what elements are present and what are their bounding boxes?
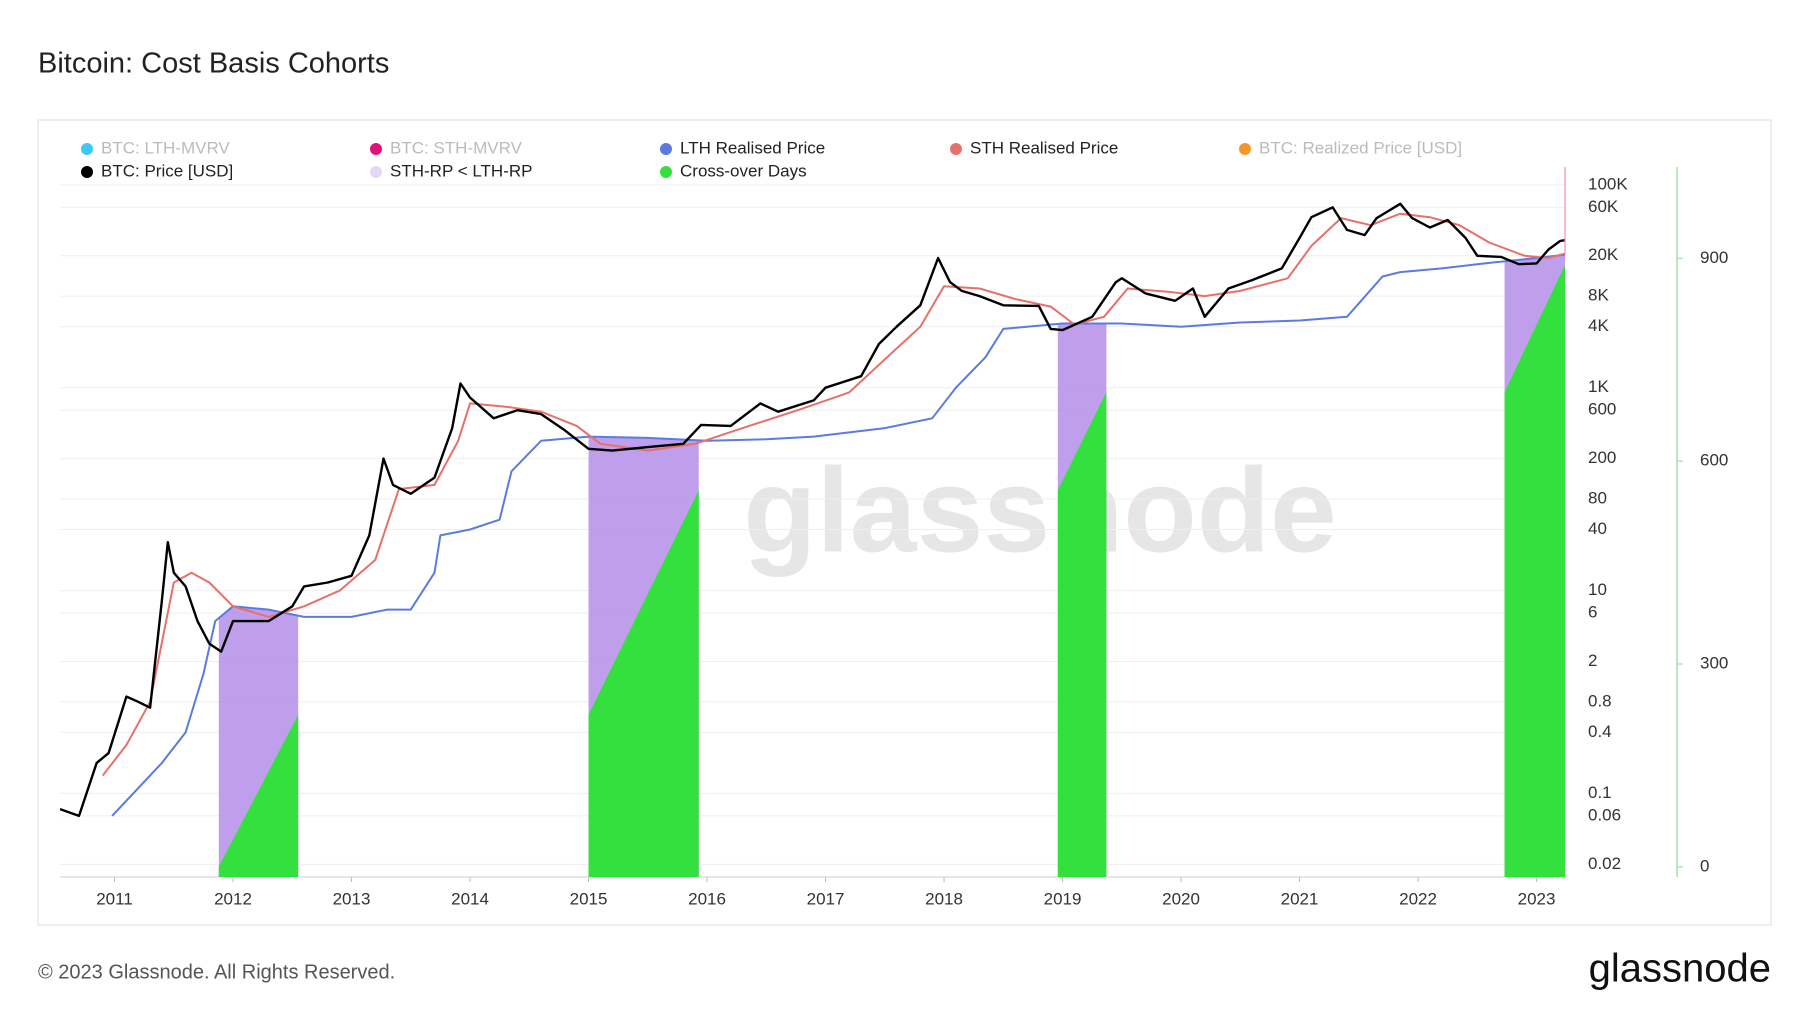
legend-swatch [81,143,93,155]
chart-title: Bitcoin: Cost Basis Cohorts [38,48,389,80]
x-tick-label: 2014 [451,889,489,908]
y-tick-label: 8K [1588,286,1609,305]
legend-label: LTH Realised Price [680,138,825,157]
watermark: glassnode [743,444,1337,578]
legend-item: Cross-over Days [660,161,807,180]
legend-label: STH Realised Price [970,138,1118,157]
x-tick-label: 2015 [570,889,608,908]
x-tick-label: 2013 [333,889,371,908]
x-tick-label: 2021 [1281,889,1319,908]
x-tick-label: 2012 [214,889,252,908]
legend-item: BTC: LTH-MVRV [81,138,230,157]
y-tick-label: 6 [1588,603,1597,622]
series-line [60,202,1565,818]
legend-swatch [81,166,93,178]
logo: glassnode [1589,947,1771,991]
y-tick-label: 200 [1588,448,1616,467]
plot [60,202,1565,877]
legend-label: BTC: Price [USD] [101,161,233,180]
legend-item: BTC: STH-MVRV [370,138,523,157]
legend-swatch [660,143,672,155]
y2-tick-label: 300 [1700,653,1728,672]
x-tick-label: 2017 [807,889,845,908]
legend-item: BTC: Price [USD] [81,161,233,180]
x-tick-label: 2022 [1399,889,1437,908]
crossover-area [218,714,299,877]
y-tick-label: 10 [1588,580,1607,599]
y-tick-label: 0.8 [1588,691,1612,710]
legend-swatch [370,143,382,155]
x-tick-label: 2016 [688,889,726,908]
y-tick-label: 0.02 [1588,854,1621,873]
x-tick-label: 2018 [925,889,963,908]
y2-tick-label: 600 [1700,451,1728,470]
y-tick-label: 40 [1588,519,1607,538]
crossover-area [1504,265,1565,877]
chart-frame [37,119,1772,926]
footer: © 2023 Glassnode. All Rights Reserved. [38,961,395,983]
legend-item: LTH Realised Price [660,138,825,157]
y2-tick-label: 0 [1700,856,1709,875]
legend-swatch [370,166,382,178]
legend-label: BTC: LTH-MVRV [101,138,230,157]
legend-label: BTC: Realized Price [USD] [1259,138,1462,157]
x-tick-label: 2011 [96,889,133,908]
x-tick-label: 2023 [1518,889,1556,908]
legend-item: STH Realised Price [950,138,1118,157]
y2-tick-label: 900 [1700,248,1728,267]
legend-swatch [660,166,672,178]
y-tick-label: 20K [1588,245,1619,264]
y-tick-label: 60K [1588,197,1619,216]
crossover-area [588,490,699,877]
y-tick-label: 80 [1588,488,1607,507]
legend-label: STH-RP < LTH-RP [390,161,532,180]
legend-label: BTC: STH-MVRV [390,138,523,157]
y-tick-label: 0.1 [1588,783,1612,802]
legend-swatch [950,143,962,155]
y-tick-label: 2 [1588,651,1597,670]
x-tick-label: 2019 [1044,889,1082,908]
y-tick-label: 0.4 [1588,722,1612,741]
legend-item: STH-RP < LTH-RP [370,161,532,180]
y-tick-label: 1K [1588,377,1609,396]
crossover-area [1057,392,1107,877]
x-tick-label: 2020 [1162,889,1200,908]
legend-item: BTC: Realized Price [USD] [1239,138,1462,157]
y-tick-label: 0.06 [1588,805,1621,824]
series-line [101,212,1565,777]
y-tick-label: 4K [1588,316,1609,335]
legend-swatch [1239,143,1251,155]
legend-label: Cross-over Days [680,161,807,180]
y-tick-label: 600 [1588,400,1616,419]
y-tick-label: 100K [1588,174,1628,193]
